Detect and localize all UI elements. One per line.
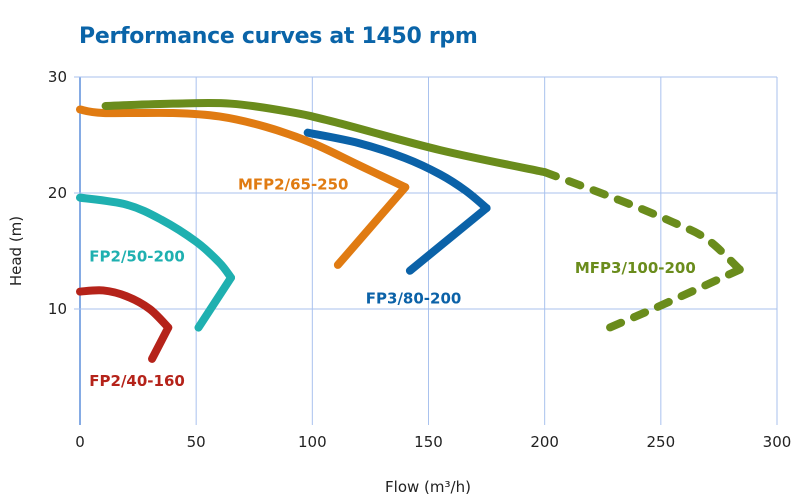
series-fp2-40-160 (76, 286, 173, 363)
series-label: FP2/50-200 (89, 248, 185, 266)
curve-segment (76, 286, 173, 332)
x-tick-label: 0 (75, 433, 85, 451)
curve-dashed-segment (605, 265, 744, 332)
x-tick-label: 200 (530, 433, 559, 451)
series-mfp3-100-200 (101, 98, 744, 332)
curve-segment (333, 183, 410, 269)
x-axis-label: Flow (m³/h) (385, 478, 471, 496)
series-labels: FP2/40-160 FP2/50-200 MFP2/65-250 FP3/80-20… (89, 176, 696, 390)
series-label: FP2/40-160 (89, 372, 185, 390)
y-axis-label: Head (m) (7, 216, 25, 286)
x-tick-label: 300 (763, 433, 792, 451)
tick-labels: 0 50 100 150 200 250 300 10 20 30 (48, 68, 791, 451)
series-label: FP3/80-200 (366, 289, 462, 307)
x-tick-label: 50 (187, 433, 206, 451)
y-tick-label: 30 (48, 68, 67, 86)
curve-segment (303, 128, 491, 213)
series-label: MFP2/65-250 (238, 176, 349, 194)
curve-segment (148, 323, 173, 363)
curve-segment (76, 105, 410, 192)
curve-segment (76, 193, 236, 282)
series-fp2-50-200 (76, 193, 236, 332)
x-tick-label: 250 (647, 433, 676, 451)
curve-dashed-segment (540, 168, 744, 274)
y-tick-label: 10 (48, 300, 67, 318)
series-fp3-80-200 (303, 128, 491, 275)
x-tick-label: 150 (414, 433, 443, 451)
y-tick-label: 20 (48, 184, 67, 202)
series-mfp2-65-250 (76, 105, 410, 269)
series-label: MFP3/100-200 (575, 259, 696, 277)
chart-title: Performance curves at 1450 rpm (79, 24, 478, 49)
curve-segment (101, 98, 549, 177)
curve-segment (405, 204, 491, 275)
curves (76, 98, 744, 363)
curve-segment (194, 273, 236, 332)
x-tick-label: 100 (298, 433, 327, 451)
